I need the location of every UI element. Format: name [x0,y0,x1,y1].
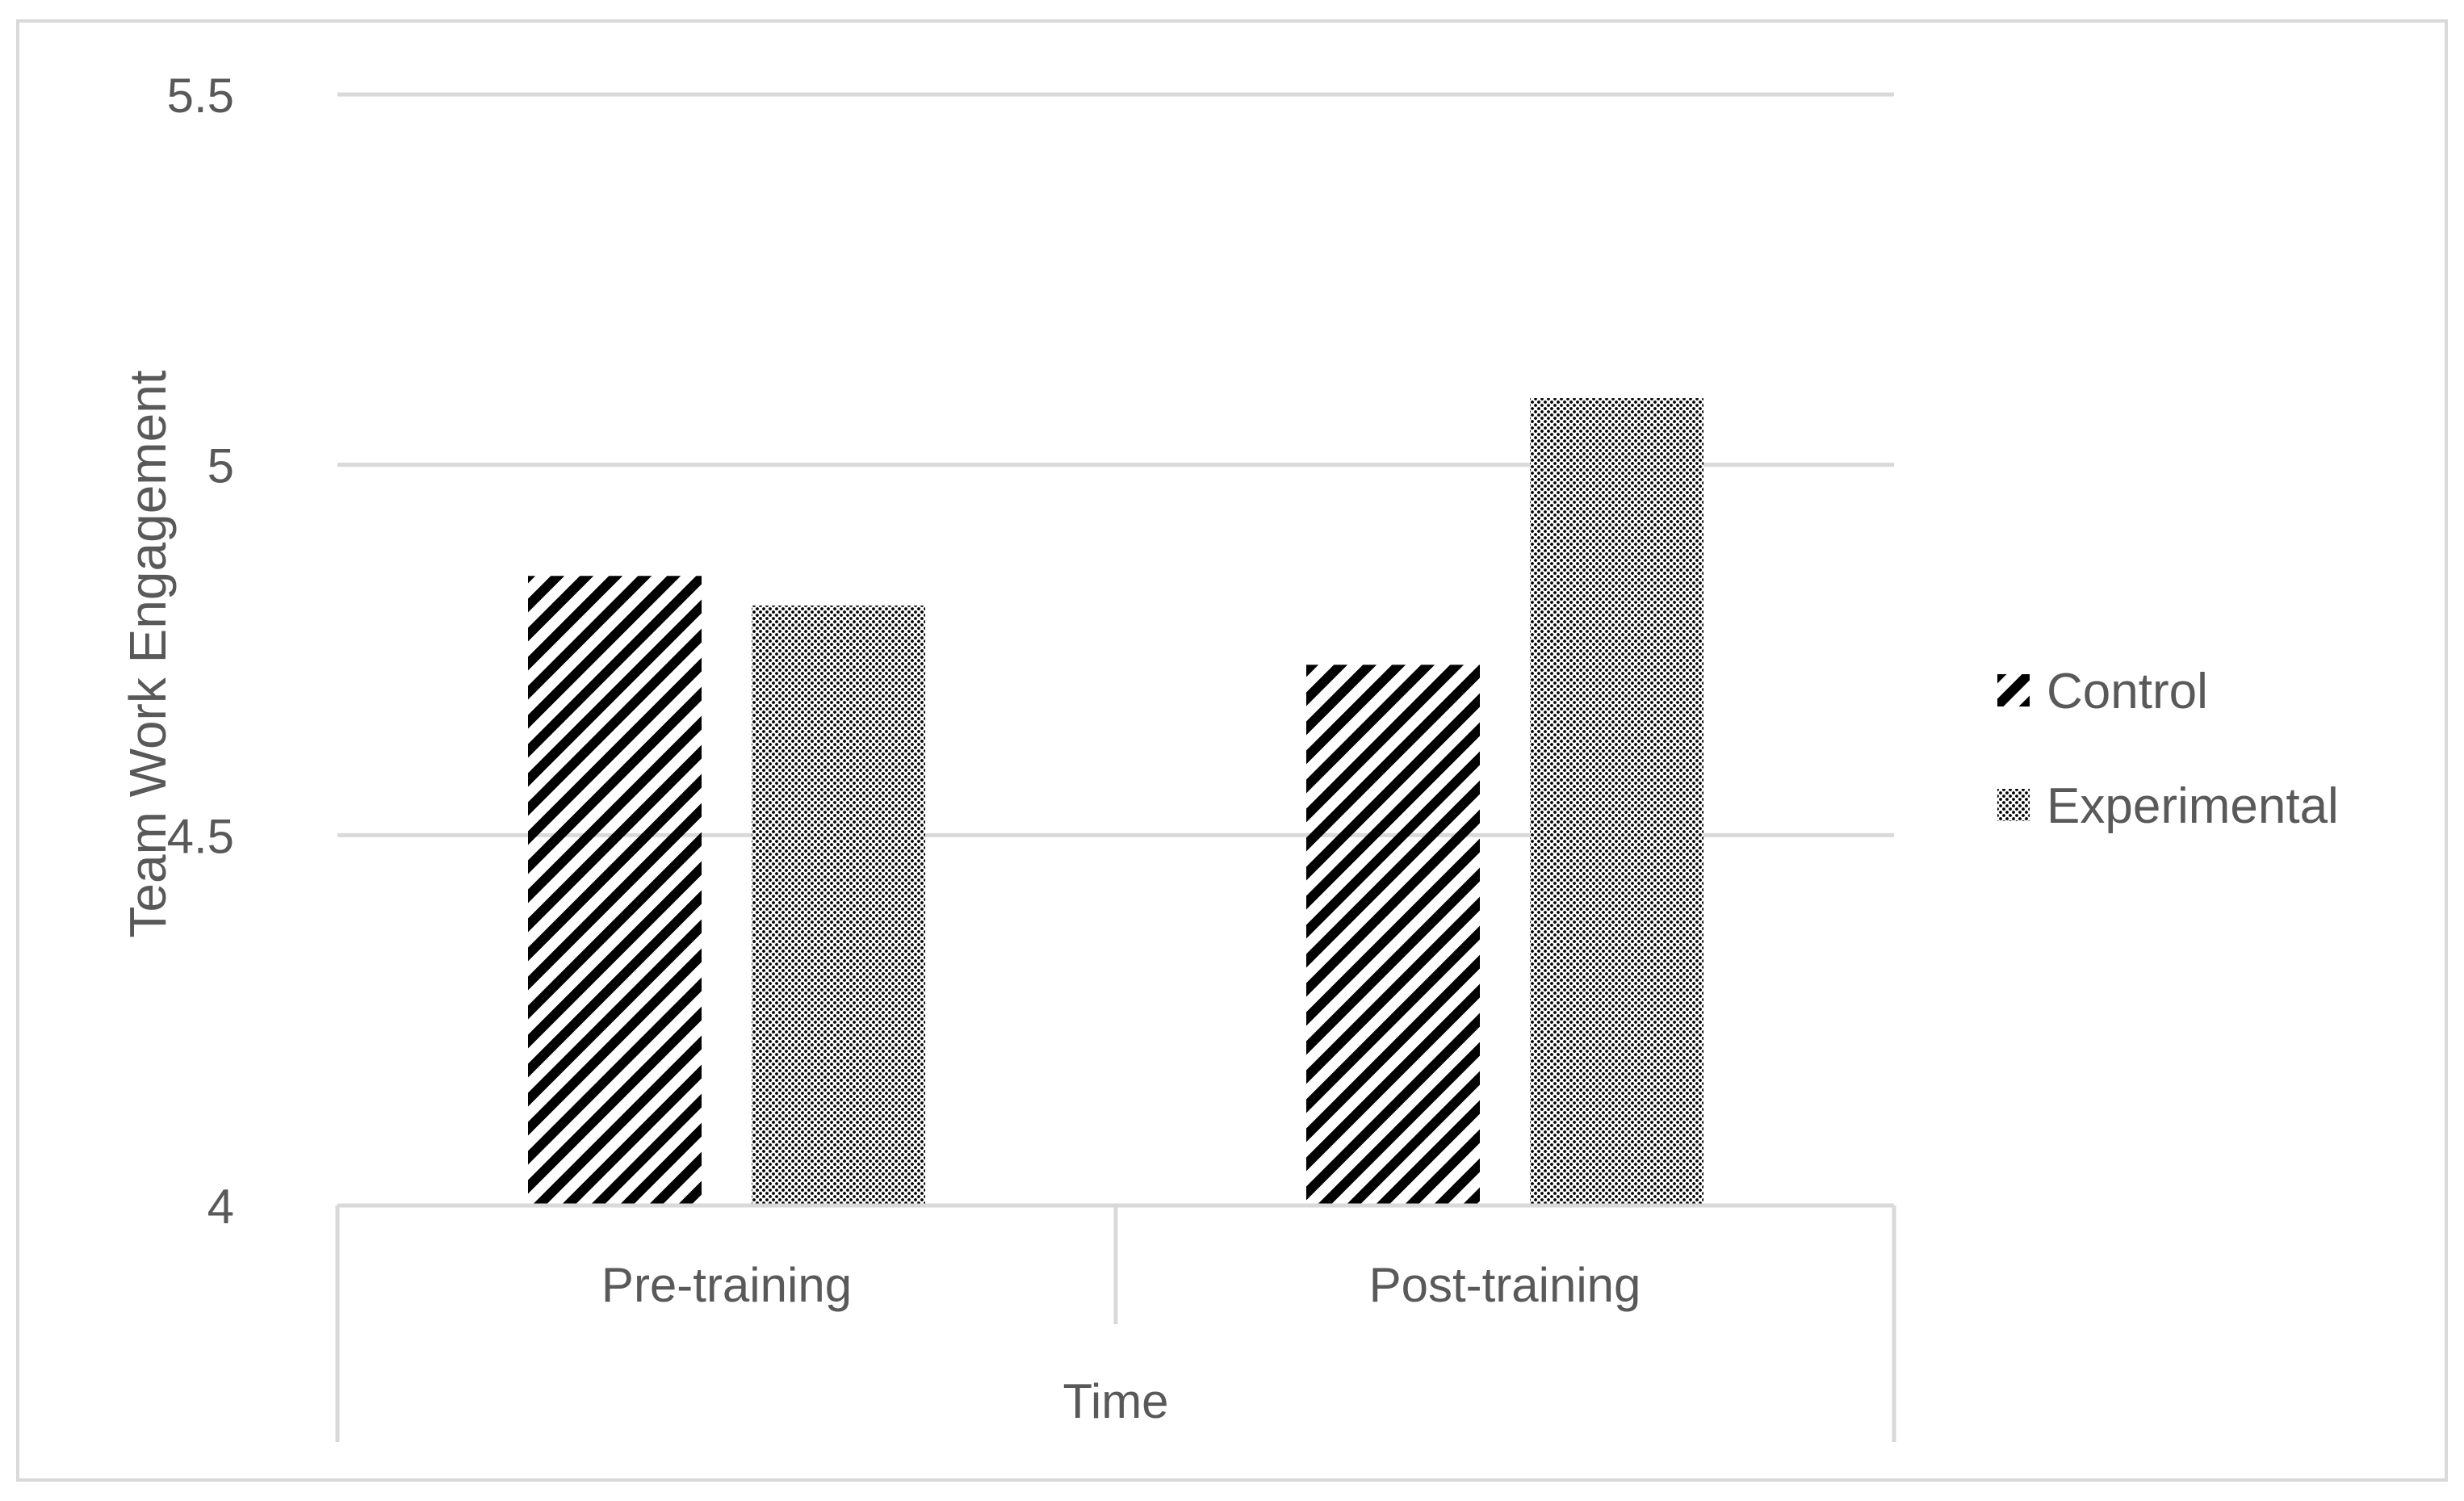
bars [528,398,1703,1205]
y-tick-label: 4.5 [167,809,234,863]
y-tick-label: 5 [207,439,234,493]
legend-swatch-experimental [1997,789,2030,821]
x-axis: Pre-training Post-training [335,1203,1896,1442]
legend-swatch-control [1997,674,2030,706]
bar-control-pre-training [528,576,702,1205]
legend-label-experimental: Experimental [2047,778,2339,834]
y-axis-title: Team Work Engagement [119,370,177,937]
bar-experimental-pre-training [752,605,925,1205]
chart-border [16,19,2448,1482]
legend: Control Experimental [1997,664,2339,834]
y-axis-ticks: 4 4.5 5 5.5 [167,69,234,1234]
x-axis-title: Time [1062,1374,1168,1428]
x-tick-label: Pre-training [601,1258,852,1312]
y-tick-label: 4 [207,1180,234,1234]
bar-experimental-post-training [1530,398,1703,1205]
bar-control-post-training [1306,665,1480,1205]
legend-label-control: Control [2047,664,2208,719]
y-tick-label: 5.5 [167,69,234,123]
x-tick-label: Post-training [1369,1258,1641,1312]
